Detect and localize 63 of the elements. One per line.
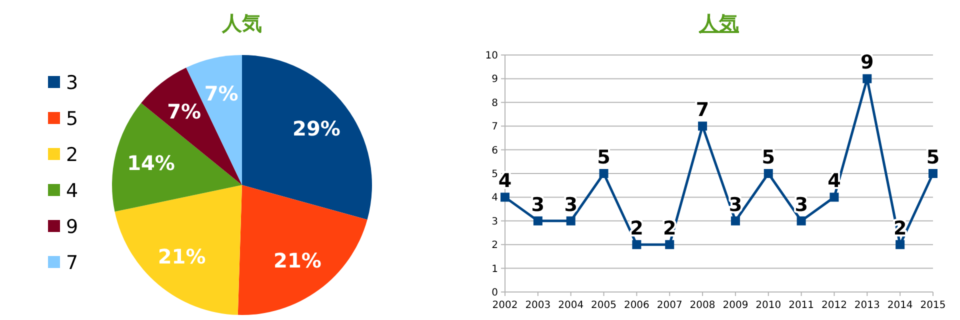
legend-label: 9: [66, 216, 78, 238]
data-label: 5: [597, 146, 610, 168]
legend-label: 4: [66, 180, 78, 202]
y-tick-label: 2: [492, 240, 498, 252]
data-label: 5: [762, 146, 775, 168]
x-tick-label: 2013: [854, 300, 880, 311]
x-tick-label: 2006: [624, 300, 650, 311]
point: [599, 169, 608, 178]
x-tick-label: 2012: [822, 300, 847, 311]
point: [730, 216, 740, 226]
x-tick-label: 2015: [920, 300, 946, 311]
y-tick-label: 7: [492, 122, 498, 133]
x-tick-label: 2003: [525, 300, 551, 311]
data-label: 14%: [127, 150, 175, 175]
legend-label: 2: [66, 144, 78, 166]
y-tick-label: 5: [492, 169, 498, 180]
y-tick-label: 9: [492, 74, 498, 86]
data-label: 9: [860, 52, 874, 74]
x-tick-label: 2009: [722, 300, 748, 311]
legend-label: 7: [66, 252, 78, 274]
data-label: 7%: [204, 82, 238, 106]
data-label: 21%: [158, 244, 206, 269]
x-tick-label: 2007: [656, 300, 682, 311]
x-tick-label: 2002: [492, 300, 518, 311]
point: [764, 169, 773, 178]
point: [533, 216, 542, 226]
point: [830, 192, 839, 202]
chart-title: 人気: [698, 11, 739, 35]
x-tick-label: 2008: [690, 300, 716, 311]
data-label: 21%: [274, 248, 322, 272]
data-label: 29%: [292, 116, 340, 140]
legend-label: 5: [66, 108, 78, 130]
y-tick-label: 0: [492, 288, 498, 298]
point: [500, 192, 510, 202]
y-tick-label: 1: [492, 264, 498, 275]
y-tick-label: 8: [492, 98, 498, 109]
legend-label: 3: [66, 72, 78, 94]
data-label: 3: [531, 194, 545, 216]
y-tick-label: 3: [492, 216, 498, 228]
point: [566, 216, 576, 226]
data-label: 2: [630, 218, 644, 240]
point: [896, 240, 905, 250]
data-label: 3: [794, 194, 808, 216]
x-tick-label: 2014: [887, 300, 913, 311]
x-tick-label: 2011: [788, 300, 814, 311]
data-label: 3: [564, 194, 578, 216]
data-label: 7%: [167, 99, 202, 124]
data-label: 3: [728, 194, 742, 216]
y-tick-label: 6: [492, 145, 498, 156]
x-tick-label: 2010: [756, 300, 782, 311]
data-label: 7: [696, 99, 710, 122]
point: [698, 122, 708, 131]
y-tick-label: 4: [492, 192, 498, 204]
point: [632, 240, 642, 250]
data-label: 5: [926, 146, 940, 168]
x-tick-label: 2005: [591, 300, 616, 311]
y-tick-label: 10: [485, 50, 498, 62]
chart-title: 人気: [221, 11, 262, 35]
point: [862, 74, 872, 84]
x-tick-label: 2004: [558, 300, 584, 311]
point: [796, 216, 806, 226]
point: [928, 169, 938, 178]
point: [665, 240, 674, 250]
